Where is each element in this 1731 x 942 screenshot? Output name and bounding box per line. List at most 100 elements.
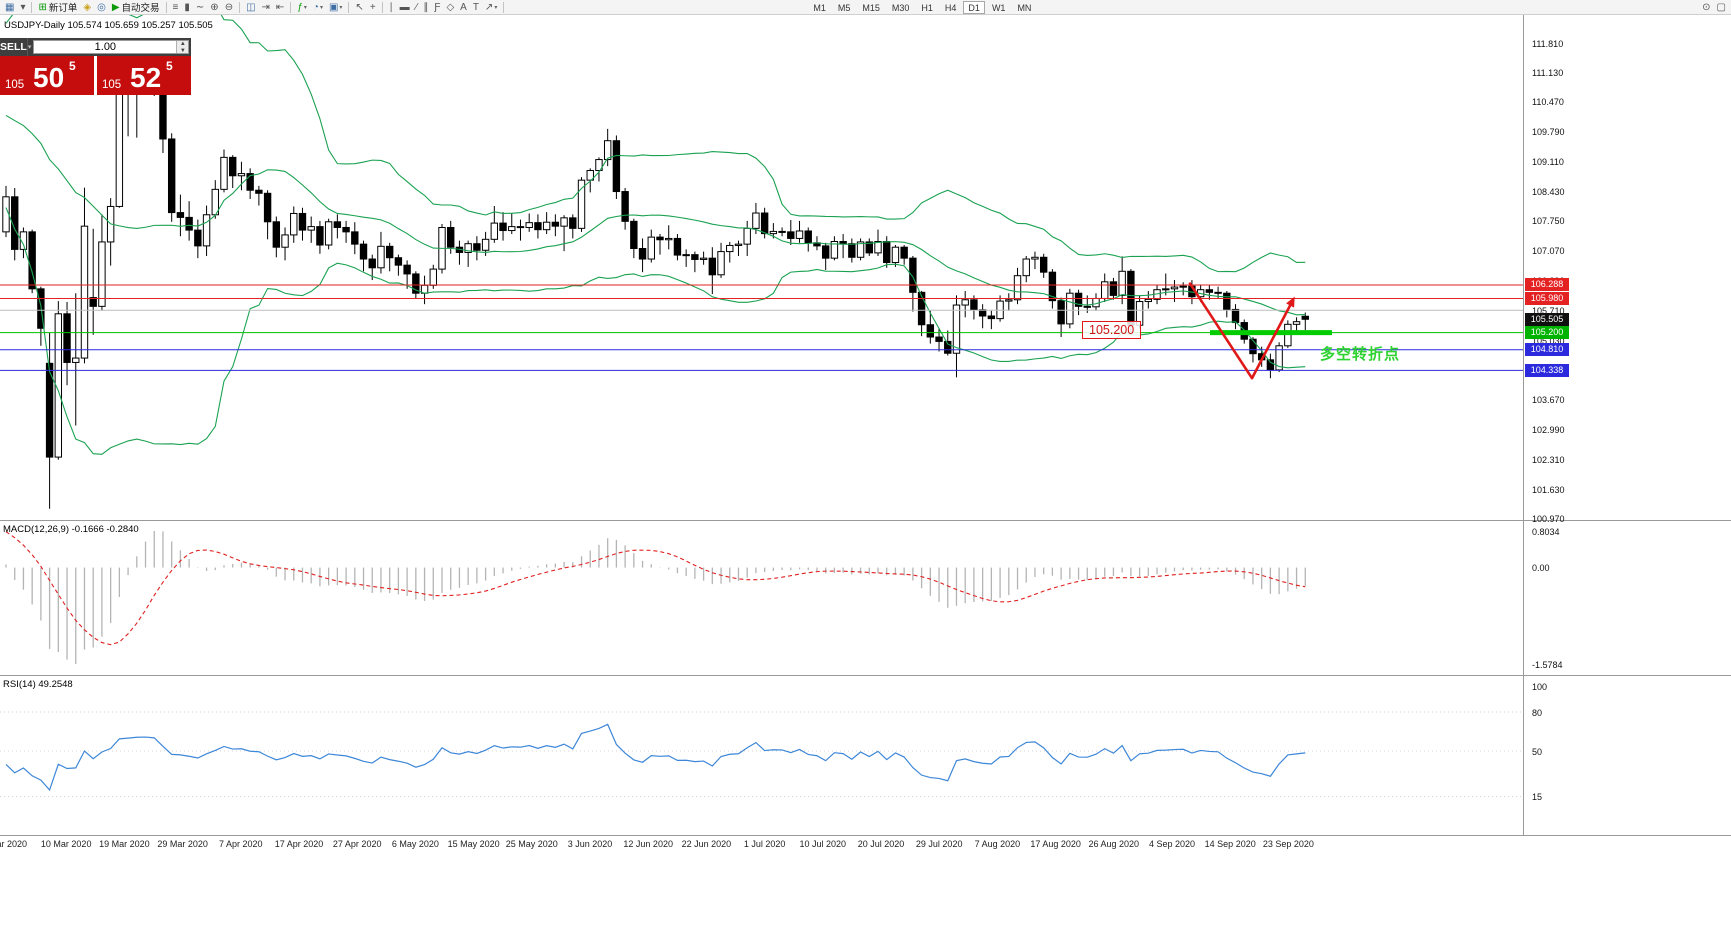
volume-field: ▲ ▼ xyxy=(33,40,190,54)
line-chart-type-icon: ∼ xyxy=(195,1,205,13)
templates-icon[interactable]: ▣ ▾ xyxy=(327,1,344,14)
macd-scale: 0.8034 0.00 -1.5784 xyxy=(1523,521,1730,676)
timeframe-h1-button[interactable]: H1 xyxy=(921,2,933,13)
chart-area: USDJPY-Daily 105.574 105.659 105.257 105… xyxy=(0,15,1731,942)
channel-icon[interactable]: ∥ xyxy=(421,1,430,14)
sell-button[interactable]: SELL xyxy=(0,41,27,53)
time-axis-label: 10 Jul 2020 xyxy=(799,839,847,849)
cursor-icon[interactable]: ↖ xyxy=(353,1,365,14)
price-axis-label: 105.030 xyxy=(1532,335,1565,346)
autotrading-button-icon: ▶ xyxy=(111,1,120,13)
turning-point-label: 多空转折点 xyxy=(1320,346,1401,363)
price-badge: 105.505 xyxy=(1525,312,1569,326)
time-axis-label: 23 Sep 2020 xyxy=(1262,839,1314,849)
bar-chart-type-icon[interactable]: ≡ xyxy=(171,1,181,14)
timeframe-h4-button[interactable]: H4 xyxy=(944,2,957,13)
periods-icon: ◔ xyxy=(312,1,319,13)
periods-icon[interactable]: ◔ ▾ xyxy=(311,1,325,14)
autotrading-button-label: 自动交易 xyxy=(121,3,160,14)
price-axis-label: 111.810 xyxy=(1532,38,1564,49)
tile-windows-icon: ◫ xyxy=(246,1,256,13)
toolbar-separator xyxy=(503,1,505,13)
price-axis-label: 109.110 xyxy=(1532,156,1564,167)
label-icon[interactable]: T xyxy=(471,1,481,14)
line-chart-type-icon[interactable]: ∼ xyxy=(194,1,206,14)
price-badge: 105.980 xyxy=(1525,291,1569,305)
text-icon[interactable]: A xyxy=(458,1,469,14)
time-axis-label: 4 Sep 2020 xyxy=(1148,839,1196,849)
time-axis-label: 6 May 2020 xyxy=(391,839,439,849)
zoom-out-icon[interactable]: ⊖ xyxy=(223,1,235,14)
time-axis-label: 29 Mar 2020 xyxy=(157,839,208,849)
zoom-out-icon: ⊖ xyxy=(224,1,234,13)
alerts-icon[interactable]: ◎ xyxy=(95,1,108,14)
volume-input[interactable] xyxy=(34,41,177,53)
vertical-line-icon[interactable]: ∣ xyxy=(387,1,396,14)
search-icon[interactable]: ⊙ xyxy=(1700,1,1712,14)
price-axis-label: 105.710 xyxy=(1532,305,1565,316)
rsi-panel-separator[interactable] xyxy=(0,675,1731,676)
timeframe-m5-button[interactable]: M5 xyxy=(837,2,851,13)
new-order-button[interactable]: ⊞ 新订单 xyxy=(36,1,79,15)
timeframe-mn-button[interactable]: MN xyxy=(1017,2,1032,13)
buy-price-display[interactable]: 105 52 5 xyxy=(97,56,191,95)
macd-panel-separator[interactable] xyxy=(0,520,1731,521)
label-icon: T xyxy=(472,1,479,13)
arrows-icon-dropdown-icon: ▾ xyxy=(494,4,498,11)
sell-price-prefix: 105 xyxy=(5,79,25,91)
price-axis-label: 111.130 xyxy=(1532,68,1564,79)
auto-scroll-icon: ⇥ xyxy=(261,1,270,13)
buy-price-prefix: 105 xyxy=(102,79,122,91)
candlestick-type-icon[interactable]: ▮ xyxy=(182,1,192,14)
time-axis-label: 14 Sep 2020 xyxy=(1204,839,1256,849)
crosshair-icon[interactable]: + xyxy=(368,1,378,14)
indicators-icon[interactable]: ƒ ▾ xyxy=(295,1,309,14)
tile-windows-icon[interactable]: ◫ xyxy=(244,1,257,14)
buy-price-sup: 5 xyxy=(166,59,173,73)
help-icon: ▢ xyxy=(1716,1,1726,13)
templates-icon: ▣ xyxy=(328,1,339,13)
metaeditor-icon[interactable]: ◈ xyxy=(81,1,93,14)
help-icon[interactable]: ▢ xyxy=(1715,1,1728,14)
alerts-icon: ◎ xyxy=(97,1,106,13)
buy-button[interactable]: BUY xyxy=(191,41,214,53)
price-axis-label: 107.750 xyxy=(1532,216,1565,227)
shapes-icon[interactable]: ◇ xyxy=(444,1,456,14)
time-axis-label: 7 Aug 2020 xyxy=(974,839,1021,849)
volume-up-button[interactable]: ▲ xyxy=(179,41,186,47)
time-axis-label: 26 Aug 2020 xyxy=(1088,839,1140,849)
sell-price-big: 50 xyxy=(33,62,65,93)
volume-down-button[interactable]: ▼ xyxy=(179,48,186,54)
timeframe-m15-button[interactable]: M15 xyxy=(862,2,880,13)
price-axis-label: 110.470 xyxy=(1532,97,1564,108)
horizontal-line-icon[interactable]: ▬ xyxy=(398,1,412,14)
horizontal-line-icon: ▬ xyxy=(399,1,410,13)
trendline-icon[interactable]: ∕ xyxy=(414,1,420,14)
new-chart-icon[interactable]: ▦ xyxy=(3,1,16,14)
autotrading-button[interactable]: ▶ 自动交易 xyxy=(110,1,162,15)
sell-price-display[interactable]: 105 50 5 xyxy=(0,56,94,95)
zoom-in-icon[interactable]: ⊕ xyxy=(208,1,220,14)
time-axis-label: 29 Jul 2020 xyxy=(915,839,963,849)
order-type-dropdown-icon[interactable]: ▾ xyxy=(26,38,31,56)
rsi-panel-canvas[interactable] xyxy=(0,676,1523,835)
fibonacci-icon[interactable]: Ƒ xyxy=(432,1,442,14)
timeframe-d1-button[interactable]: D1 xyxy=(963,0,985,14)
arrows-icon[interactable]: ↗ ▾ xyxy=(483,1,499,14)
chart-shift-icon: ⇤ xyxy=(275,1,285,13)
time-axis-label: 3 Jun 2020 xyxy=(567,839,613,849)
chart-symbol-ohlc: USDJPY-Daily 105.574 105.659 105.257 105… xyxy=(4,20,213,31)
auto-scroll-icon[interactable]: ⇥ xyxy=(260,1,272,14)
chart-shift-icon[interactable]: ⇤ xyxy=(274,1,286,14)
crosshair-icon: + xyxy=(369,1,376,13)
chart-list-dropdown-icon[interactable]: ▾ xyxy=(18,1,27,14)
main-chart-canvas[interactable] xyxy=(0,15,1523,521)
time-axis-label: 17 Apr 2020 xyxy=(274,839,324,849)
toolbar-separator xyxy=(290,1,292,13)
timeframe-m30-button[interactable]: M30 xyxy=(891,2,910,13)
timeframe-w1-button[interactable]: W1 xyxy=(991,2,1006,13)
macd-panel-canvas[interactable] xyxy=(0,521,1523,676)
time-axis-label: Mar 2020 xyxy=(0,839,28,849)
timeframe-m1-button[interactable]: M1 xyxy=(813,2,826,13)
time-axis-label: 12 Jun 2020 xyxy=(623,839,673,849)
